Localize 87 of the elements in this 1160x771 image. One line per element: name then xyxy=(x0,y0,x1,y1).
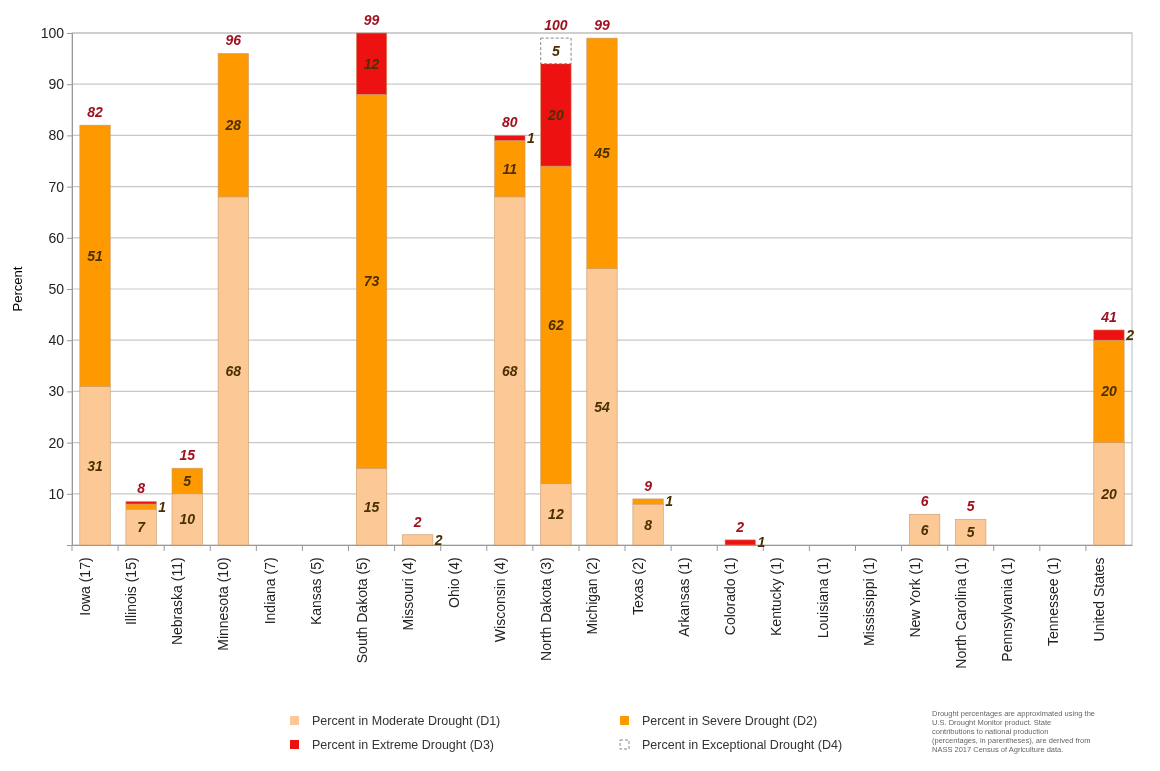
data-label: 15 xyxy=(363,498,380,515)
x-tick-label: North Carolina (1) xyxy=(952,557,969,669)
total-label: 5 xyxy=(966,498,975,515)
total-label: 99 xyxy=(594,17,610,34)
data-label: 10 xyxy=(179,511,196,528)
y-tick-label: 20 xyxy=(48,434,65,451)
total-label: 99 xyxy=(363,12,380,28)
data-label: 5 xyxy=(552,42,561,59)
total-label: 9 xyxy=(644,477,653,494)
data-label: 2 xyxy=(412,513,422,530)
data-label: 62 xyxy=(548,316,564,333)
x-tick-label: Kansas (5) xyxy=(307,557,324,626)
bar xyxy=(402,534,434,546)
x-tick-label: Kentucky (1) xyxy=(768,557,785,636)
x-tick-label: New York (1) xyxy=(906,557,923,638)
x-tick-label: South Dakota (5) xyxy=(353,557,370,664)
x-tick-label: Missouri (4) xyxy=(399,557,416,631)
bar xyxy=(125,508,157,546)
x-tick-label: North Dakota (3) xyxy=(538,557,555,661)
legend-label: Percent in Severe Drought (D2) xyxy=(642,714,818,728)
y-tick-label: 60 xyxy=(48,229,65,246)
y-tick-label: 10 xyxy=(48,485,65,502)
data-label: 51 xyxy=(87,247,104,264)
total-label: 96 xyxy=(225,32,242,49)
x-tick-label: Louisiana (1) xyxy=(814,557,831,639)
total-label: 2 xyxy=(735,518,745,535)
data-label: 54 xyxy=(594,398,610,415)
total-label: 2 xyxy=(433,531,443,548)
y-tick-label: 80 xyxy=(48,127,65,144)
data-label: 28 xyxy=(224,117,242,134)
bar xyxy=(724,539,756,546)
total-label: 80 xyxy=(502,114,518,131)
y-tick-label: 90 xyxy=(48,76,65,93)
x-tick-label: United States xyxy=(1091,557,1108,642)
x-tick-label: Michigan (2) xyxy=(584,557,601,635)
x-tick-label: Minnesota (10) xyxy=(215,557,232,651)
legend-label: Percent in Moderate Drought (D1) xyxy=(312,714,501,728)
total-label: 82 xyxy=(87,104,104,121)
data-label: 20 xyxy=(1100,383,1117,400)
data-label: 1 xyxy=(527,129,536,146)
data-label: 12 xyxy=(363,55,380,72)
y-axis-title: Percent xyxy=(10,266,25,312)
data-label: 11 xyxy=(502,160,518,177)
data-label: 1 xyxy=(665,493,674,510)
x-tick-label: Iowa (17) xyxy=(77,557,94,616)
x-tick-label: Wisconsin (4) xyxy=(491,557,508,643)
total-label: 15 xyxy=(179,447,196,464)
x-tick-label: Texas (2) xyxy=(630,557,647,615)
total-label: 100 xyxy=(544,17,568,34)
legend-label: Percent in Exceptional Drought (D4) xyxy=(642,738,843,752)
total-label: 41 xyxy=(1100,308,1117,325)
x-tick-label: Mississippi (1) xyxy=(860,557,877,647)
data-label: 20 xyxy=(547,106,564,123)
data-label: 1 xyxy=(757,534,766,551)
x-tick-label: Illinois (15) xyxy=(123,557,140,626)
total-label: 8 xyxy=(137,480,146,497)
x-tick-label: Tennessee (1) xyxy=(1044,557,1061,647)
data-label: 8 xyxy=(644,516,653,533)
y-tick-label: 40 xyxy=(48,332,65,349)
x-tick-label: Nebraska (11) xyxy=(169,557,186,646)
data-label: 5 xyxy=(966,524,975,541)
data-label: 5 xyxy=(183,473,192,489)
x-tick-label: Arkansas (1) xyxy=(676,557,693,637)
total-label: 6 xyxy=(920,493,929,510)
data-label: 68 xyxy=(225,362,242,379)
data-label: 1 xyxy=(158,498,167,515)
bar xyxy=(909,513,941,546)
legend-label: Percent in Extreme Drought (D3) xyxy=(312,738,495,752)
data-label: 20 xyxy=(1100,485,1117,502)
y-tick-label: 30 xyxy=(48,383,65,400)
data-label: 2 xyxy=(1125,327,1135,344)
data-label: 12 xyxy=(548,506,564,523)
x-tick-label: Colorado (1) xyxy=(722,557,739,636)
data-label: 73 xyxy=(363,273,380,290)
data-label: 68 xyxy=(502,362,518,379)
data-label: 31 xyxy=(87,457,104,474)
x-tick-label: Indiana (7) xyxy=(261,557,278,625)
data-label: 45 xyxy=(593,145,610,162)
bar xyxy=(955,519,987,546)
bar xyxy=(540,37,572,65)
y-tick-label: 70 xyxy=(48,178,65,195)
data-label: 7 xyxy=(137,519,147,536)
x-tick-label: Pennsylvania (1) xyxy=(998,557,1015,662)
data-label: 6 xyxy=(920,521,929,538)
y-tick-label: 50 xyxy=(48,280,65,297)
x-tick-label: Ohio (4) xyxy=(445,557,462,608)
y-tick-label: 100 xyxy=(40,24,65,41)
